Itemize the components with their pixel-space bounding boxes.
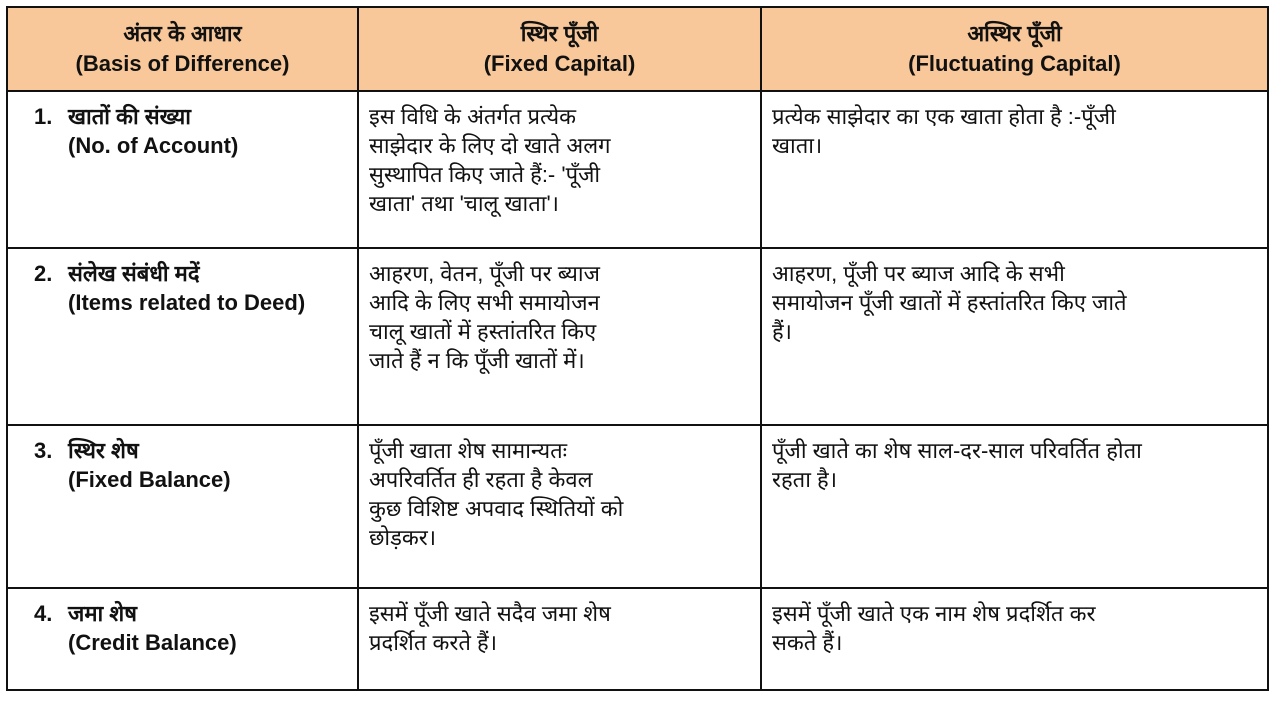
cell-text-line: प्रदर्शित करते हैं।: [369, 630, 498, 655]
header-fixed-capital: स्थिर पूँजी (Fixed Capital): [357, 6, 762, 92]
cell-text-line: कुछ विशिष्ट अपवाद स्थितियों को: [369, 496, 624, 521]
row-number: 4.: [34, 601, 53, 626]
cell-text-line: अपरिवर्तित ही रहता है केवल: [369, 467, 593, 492]
cell-text-line: समायोजन पूँजी खातों में हस्तांतरित किए ज…: [772, 290, 1127, 315]
cell-text-line: जाते हैं न कि पूँजी खातों में।: [369, 348, 585, 373]
header-basis-hindi: अंतर के आधार: [123, 21, 242, 46]
header-fixed-hindi: स्थिर पूँजी: [520, 21, 599, 46]
basis-english: (Fixed Balance): [68, 467, 231, 492]
cell-text-line: छोड़कर।: [369, 525, 437, 550]
row-number: 1.: [34, 104, 53, 129]
fluctuating-capital-cell: पूँजी खाते का शेष साल-दर-साल परिवर्तित ह…: [760, 424, 1269, 589]
header-basis: अंतर के आधार (Basis of Difference): [6, 6, 359, 92]
basis-english: (Items related to Deed): [68, 290, 306, 315]
cell-text-line: पूँजी खाता शेष सामान्यतः: [369, 438, 568, 463]
header-fixed-english: (Fixed Capital): [483, 51, 636, 76]
fixed-capital-cell: आहरण, वेतन, पूँजी पर ब्याज आदि के लिए सभी…: [357, 247, 762, 426]
basis-hindi: जमा शेष: [68, 601, 137, 626]
cell-text-line: इसमें पूँजी खाते सदैव जमा शेष: [369, 601, 611, 626]
cell-text-line: साझेदार के लिए दो खाते अलग: [369, 133, 611, 158]
fixed-capital-cell: इस विधि के अंतर्गत प्रत्येक साझेदार के लि…: [357, 90, 762, 249]
fixed-capital-cell: इसमें पूँजी खाते सदैव जमा शेष प्रदर्शित क…: [357, 587, 762, 691]
table-row: 4. जमा शेष (Credit Balance) इसमें पूँजी खात…: [6, 587, 1269, 691]
header-row: अंतर के आधार (Basis of Difference) स्थिर…: [6, 6, 1269, 92]
fluctuating-capital-cell: प्रत्येक साझेदार का एक खाता होता है :-पू…: [760, 90, 1269, 249]
cell-text-line: आदि के लिए सभी समायोजन: [369, 290, 600, 315]
basis-hindi: संलेख संबंधी मदें: [68, 261, 200, 286]
fluctuating-capital-cell: इसमें पूँजी खाते एक नाम शेष प्रदर्शित कर…: [760, 587, 1269, 691]
table-row: 2. संलेख संबंधी मदें (Items related to Dee…: [6, 247, 1269, 426]
row-number: 3.: [34, 438, 53, 463]
cell-text-line: आहरण, वेतन, पूँजी पर ब्याज: [369, 261, 600, 286]
basis-hindi: खातों की संख्या: [68, 104, 191, 129]
cell-text-line: पूँजी खाते का शेष साल-दर-साल परिवर्तित ह…: [772, 438, 1142, 463]
basis-cell: 2. संलेख संबंधी मदें (Items related to Dee…: [6, 247, 359, 426]
cell-text-line: इस विधि के अंतर्गत प्रत्येक: [369, 104, 577, 129]
basis-english: (No. of Account): [68, 133, 239, 158]
cell-text-line: आहरण, पूँजी पर ब्याज आदि के सभी: [772, 261, 1065, 286]
basis-cell: 4. जमा शेष (Credit Balance): [6, 587, 359, 691]
cell-text-line: खाता।: [772, 133, 823, 158]
header-basis-english: (Basis of Difference): [75, 51, 290, 76]
cell-text-line: खाता' तथा 'चालू खाता'।: [369, 191, 560, 216]
table-row: 1. खातों की संख्या (No. of Account) इस विधि…: [6, 90, 1269, 249]
basis-hindi: स्थिर शेष: [68, 438, 139, 463]
basis-cell: 1. खातों की संख्या (No. of Account): [6, 90, 359, 249]
cell-text-line: हैं।: [772, 319, 793, 344]
row-number: 2.: [34, 261, 53, 286]
cell-text-line: सकते हैं।: [772, 630, 843, 655]
basis-english: (Credit Balance): [68, 630, 237, 655]
cell-text-line: इसमें पूँजी खाते एक नाम शेष प्रदर्शित कर: [772, 601, 1096, 626]
table-row: 3. स्थिर शेष (Fixed Balance) पूँजी खाता शेष…: [6, 424, 1269, 589]
header-fluctuating-hindi: अस्थिर पूँजी: [967, 21, 1062, 46]
comparison-table: अंतर के आधार (Basis of Difference) स्थिर…: [6, 6, 1269, 691]
cell-text-line: चालू खातों में हस्तांतरित किए: [369, 319, 597, 344]
header-fluctuating-capital: अस्थिर पूँजी (Fluctuating Capital): [760, 6, 1269, 92]
fluctuating-capital-cell: आहरण, पूँजी पर ब्याज आदि के सभी समायोजन प…: [760, 247, 1269, 426]
cell-text-line: सुस्थापित किए जाते हैं:- 'पूँजी: [369, 162, 601, 187]
cell-text-line: रहता है।: [772, 467, 838, 492]
basis-cell: 3. स्थिर शेष (Fixed Balance): [6, 424, 359, 589]
cell-text-line: प्रत्येक साझेदार का एक खाता होता है :-पू…: [772, 104, 1116, 129]
fixed-capital-cell: पूँजी खाता शेष सामान्यतः अपरिवर्तित ही रह…: [357, 424, 762, 589]
header-fluctuating-english: (Fluctuating Capital): [908, 51, 1121, 76]
